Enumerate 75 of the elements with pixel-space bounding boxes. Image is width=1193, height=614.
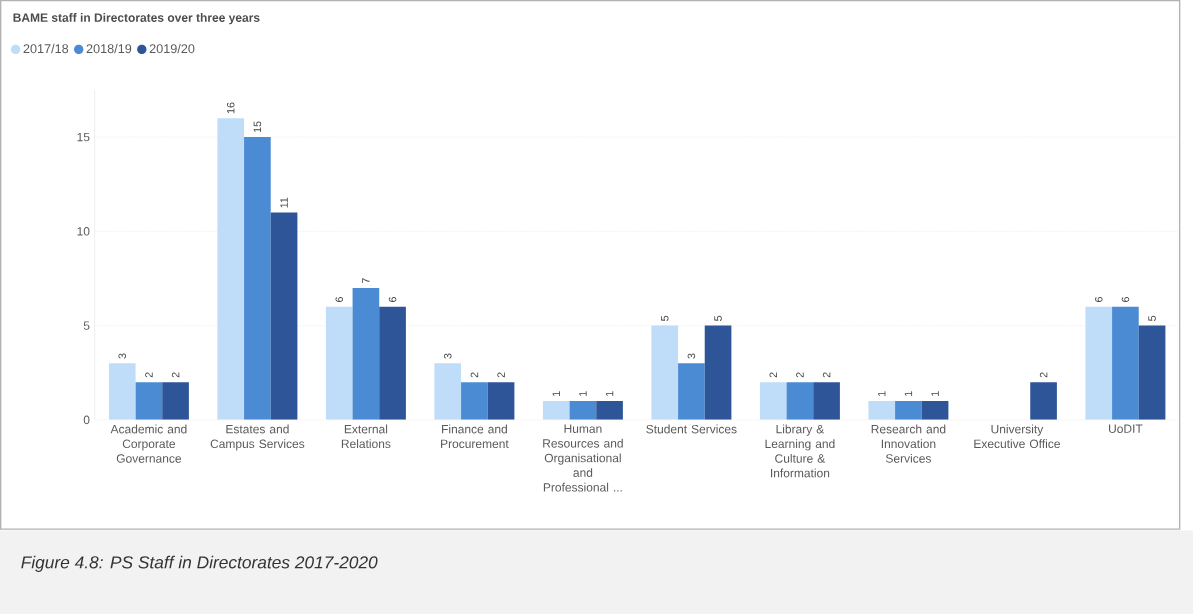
bar	[487, 381, 515, 420]
data-label: 1	[931, 391, 939, 396]
bar	[352, 287, 380, 420]
bar	[921, 400, 949, 420]
bar	[108, 363, 136, 420]
bar	[434, 363, 462, 420]
x-tick-label: Academic and Corporate Governance	[110, 424, 187, 463]
data-label: 5	[661, 315, 669, 321]
data-label: 3	[443, 353, 452, 359]
bar	[759, 381, 787, 420]
x-tick-label: Research and Innovation Services	[871, 424, 946, 463]
bar	[651, 325, 679, 420]
data-label: 3	[118, 353, 127, 359]
data-label: 5	[714, 315, 722, 321]
x-tick-label: Student Services	[646, 424, 737, 434]
bar	[813, 381, 840, 420]
y-tick-label: 15	[77, 132, 90, 142]
legend-label: 2017/18	[23, 43, 69, 53]
bar	[379, 306, 406, 420]
data-label: 6	[1094, 296, 1103, 302]
y-tick-label: 5	[83, 321, 90, 330]
data-label: 1	[605, 391, 614, 396]
bar	[895, 400, 922, 420]
data-label: 2	[497, 372, 505, 378]
data-label: 2	[145, 372, 153, 378]
bar	[868, 400, 896, 420]
bar	[678, 363, 705, 420]
x-tick-label: External Relations	[341, 424, 391, 448]
data-label: 1	[579, 391, 587, 396]
x-tick-label: University Executive Office	[974, 424, 1060, 448]
data-label: 7	[362, 278, 370, 283]
bar	[244, 136, 271, 420]
x-tick-label: Human Resources and Organisational and Professional ...	[543, 424, 623, 492]
bar	[162, 381, 189, 420]
bar	[461, 381, 488, 420]
data-label: 2	[822, 372, 831, 378]
data-label: 2	[171, 372, 180, 378]
bar	[1085, 306, 1113, 420]
bar	[569, 400, 597, 420]
data-label: 15	[253, 121, 262, 132]
bar	[325, 306, 353, 420]
bar	[135, 381, 163, 420]
data-label: 6	[388, 296, 397, 302]
x-tick-label: UoDIT	[1109, 424, 1143, 433]
data-label: 6	[1121, 296, 1130, 302]
x-tick-label: Library & Learning and Culture & Information	[765, 424, 835, 478]
x-tick-label: Finance and Procurement	[441, 424, 509, 448]
bar	[1030, 381, 1057, 420]
caption: Figure 4.8: PS Staff in Directorates 2017-2020	[21, 555, 378, 572]
data-label: 1	[552, 391, 560, 396]
bar	[1138, 325, 1166, 420]
data-label: 1	[878, 391, 886, 396]
bar	[596, 400, 623, 420]
data-label: 16	[226, 102, 235, 113]
data-label: 5	[1148, 315, 1156, 321]
data-label: 11	[280, 197, 288, 208]
chart-title: BAME staff in Directorates over three years	[13, 12, 260, 25]
bar	[217, 118, 245, 420]
data-label: 6	[335, 296, 344, 302]
data-label: 2	[796, 372, 804, 378]
data-label: 2	[769, 372, 777, 378]
legend-label: 2019/20	[149, 43, 195, 53]
data-label: 2	[1039, 372, 1048, 378]
data-label: 3	[687, 353, 696, 359]
x-tick-label: Estates and Campus Services	[210, 424, 305, 451]
bar	[1112, 306, 1139, 420]
data-label: 2	[470, 372, 479, 378]
y-tick-label: 0	[83, 415, 90, 424]
y-tick-label: 10	[77, 226, 90, 236]
bar	[704, 325, 732, 420]
data-label: 1	[904, 391, 913, 396]
bar	[270, 212, 298, 420]
legend-label: 2018/19	[86, 43, 132, 53]
bar	[786, 381, 814, 420]
bar	[542, 400, 570, 420]
